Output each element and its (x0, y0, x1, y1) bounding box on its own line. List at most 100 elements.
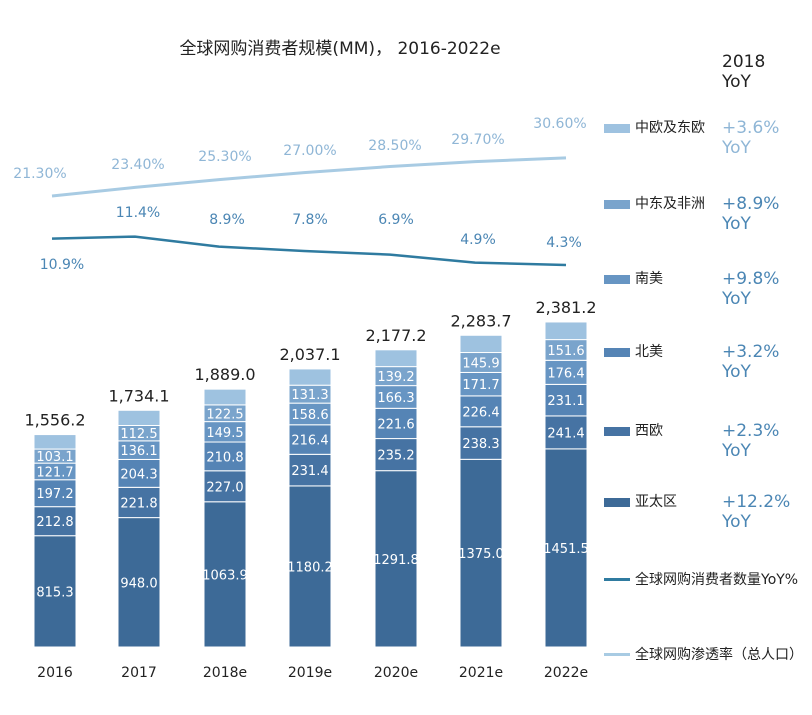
legend-label: 亚太区 (635, 494, 677, 510)
bar-value-label: 121.7 (36, 465, 73, 480)
bar-total-label: 1,734.1 (108, 386, 169, 405)
penetration-label: 27.00% (283, 143, 336, 159)
legend-label: 全球网购消费者数量YoY% (635, 572, 799, 588)
bar-value-label: 1291.8 (373, 553, 419, 568)
penetration-label: 28.50% (368, 138, 421, 154)
chart-title: 全球网购消费者规模(MM)， 2016-2022e (179, 39, 501, 59)
legend-yoy: +12.2% YoY (722, 492, 802, 532)
legend-yoy-value: +9.8% (722, 269, 780, 289)
bar-value-label: 204.3 (120, 467, 157, 482)
bar-segment-2017-1 (117, 486, 161, 519)
bar-segment-2022e-1 (544, 415, 588, 450)
yoy-label: 7.8% (292, 212, 328, 228)
bar-value-label: 226.4 (462, 405, 499, 420)
bar-segment-2018e-1 (203, 470, 247, 503)
bar-value-label: 238.3 (462, 437, 499, 452)
bar-total-label: 1,889.0 (194, 365, 255, 384)
bar-value-label: 241.4 (547, 426, 584, 441)
legend-line-swatch (604, 578, 630, 581)
yoy-label: 4.3% (546, 235, 582, 251)
penetration-label: 30.60% (533, 116, 586, 132)
bar-segment-2020e-0 (374, 470, 418, 648)
yoy-header-label: YoY (722, 72, 751, 92)
legend-label: 中欧及东欧 (635, 120, 705, 136)
bar-total-label: 2,283.7 (450, 311, 511, 330)
bar-segment-2019e-0 (288, 485, 332, 648)
yoy-label: 6.9% (378, 212, 414, 228)
bar-value-label: 216.4 (291, 434, 328, 449)
legend-line-swatch (604, 653, 630, 656)
bar-value-label: 221.8 (120, 496, 157, 511)
legend-yoy-word: YoY (722, 289, 751, 309)
bar-value-label: 151.6 (547, 344, 584, 359)
x-tick-label: 2018e (203, 665, 247, 681)
bar-value-label: 815.3 (36, 585, 73, 600)
bar-segment-2021e-5 (459, 334, 503, 354)
bar-value-label: 166.3 (377, 391, 414, 406)
yoy-label: 10.9% (40, 257, 84, 273)
bar-segment-2016-1 (33, 506, 77, 537)
bar-segment-2021e-0 (459, 458, 503, 648)
x-tick-label: 2019e (288, 665, 332, 681)
legend-yoy-word: YoY (722, 512, 751, 532)
penetration-label: 23.40% (111, 157, 164, 173)
penetration-line (51, 156, 567, 198)
bar-value-label: 136.1 (120, 444, 157, 459)
x-tick-label: 2022e (544, 665, 588, 681)
legend-label: 西欧 (635, 423, 663, 439)
bar-segment-2016-0 (33, 535, 77, 648)
bar-value-label: 231.4 (291, 464, 328, 479)
legend-yoy: +8.9% YoY (722, 194, 802, 234)
legend-yoy-value: +2.3% (722, 421, 780, 441)
yoy-header-year: 2018 (722, 52, 766, 72)
bar-value-label: 1063.9 (202, 568, 248, 583)
bar-segment-2017-0 (117, 517, 161, 648)
bar-segment-2017-5 (117, 409, 161, 427)
bar-value-label: 227.0 (206, 480, 243, 495)
legend-swatch (604, 200, 630, 209)
legend-swatch (604, 498, 630, 507)
legend-yoy: +9.8% YoY (722, 269, 802, 309)
x-tick-label: 2017 (121, 665, 157, 681)
legend-swatch (604, 427, 630, 436)
bar-value-label: 1451.5 (543, 542, 589, 557)
yoy-label: 11.4% (116, 205, 160, 221)
legend-swatch (604, 275, 630, 284)
bar-segment-2022e-5 (544, 321, 588, 341)
bar-segment-2018e-5 (203, 388, 247, 406)
bar-segment-2019e-5 (288, 368, 332, 386)
legend-yoy-word: YoY (722, 214, 751, 234)
bar-value-label: 158.6 (291, 408, 328, 423)
yoy-header: 2018 YoY (722, 52, 765, 92)
penetration-label: 25.30% (198, 149, 251, 165)
bar-segment-2020e-5 (374, 349, 418, 368)
bar-value-label: 112.5 (120, 427, 157, 442)
legend-label: 中东及非洲 (635, 196, 705, 212)
bar-total-label: 2,177.2 (365, 326, 426, 345)
bar-segment-2018e-2 (203, 441, 247, 472)
bar-value-label: 145.9 (462, 356, 499, 371)
bar-total-label: 2,381.2 (535, 298, 596, 317)
legend-yoy: +3.6% YoY (722, 118, 802, 158)
bar-value-label: 103.1 (36, 450, 73, 465)
bar-segment-2022e-0 (544, 448, 588, 648)
legend-yoy-word: YoY (722, 362, 751, 382)
legend-yoy-word: YoY (722, 441, 751, 461)
bar-segment-2016-5 (33, 434, 77, 450)
bar-total-label: 1,556.2 (24, 411, 85, 430)
yoy-label: 8.9% (209, 212, 245, 228)
penetration-label: 29.70% (451, 132, 504, 148)
x-tick-label: 2016 (37, 665, 73, 681)
legend-label: 南美 (635, 271, 663, 287)
bar-value-label: 197.2 (36, 487, 73, 502)
bar-segment-2021e-2 (459, 395, 503, 428)
legend-yoy: +3.2% YoY (722, 342, 802, 382)
legend-yoy-value: +8.9% (722, 194, 780, 214)
x-tick-label: 2021e (459, 665, 503, 681)
bar-value-label: 212.8 (36, 515, 73, 530)
bar-total-label: 2,037.1 (279, 345, 340, 364)
legend-label: 北美 (635, 344, 663, 360)
legend-label: 全球网购渗透率（总人口） (635, 647, 803, 663)
bar-value-label: 231.1 (547, 394, 584, 409)
